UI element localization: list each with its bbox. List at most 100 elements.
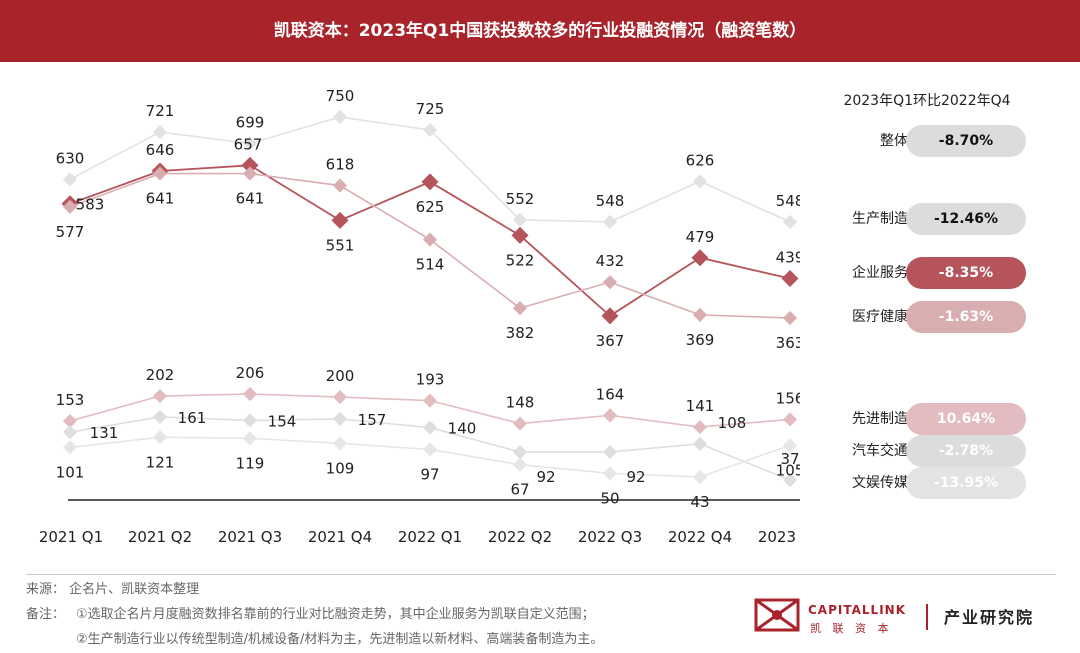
data-point: [421, 173, 439, 191]
data-point: [242, 386, 258, 402]
data-point: [62, 413, 78, 429]
data-label: 721: [146, 102, 175, 120]
data-label: 67: [510, 481, 529, 499]
comparison-row: 医疗健康 -1.63%: [810, 300, 1040, 334]
data-label: 121: [146, 453, 175, 471]
data-label: 625: [416, 198, 445, 216]
data-label: 618: [326, 156, 355, 174]
x-tick-label: 2022 Q4: [668, 528, 732, 546]
data-point: [782, 310, 798, 326]
data-label: 439: [776, 249, 800, 267]
data-label: 193: [416, 371, 445, 389]
footer-divider: [26, 574, 1056, 575]
comparison-row-label: 医疗健康: [852, 309, 908, 325]
x-tick-label: 2021 Q3: [218, 528, 282, 546]
data-point: [602, 275, 618, 290]
data-label: 37: [780, 450, 799, 468]
data-label: 630: [56, 149, 85, 167]
line-chart: 630 721 699 750 725 552 548 626 548 583 646 657 551 6…: [39, 87, 800, 546]
data-point: [152, 166, 168, 181]
data-label: 522: [506, 251, 535, 269]
data-point: [782, 412, 798, 427]
data-label: 548: [596, 192, 625, 210]
data-point: [602, 466, 618, 481]
change-badge: -1.63%: [906, 301, 1026, 333]
data-point: [692, 469, 708, 485]
comparison-row: 生产制造 -12.46%: [810, 202, 1040, 236]
data-label: 367: [596, 332, 625, 350]
data-label: 101: [56, 463, 85, 481]
data-point: [782, 214, 798, 229]
data-point: [692, 420, 708, 435]
data-label: 148: [506, 394, 535, 412]
x-tick-label: 2022 Q1: [398, 528, 462, 546]
data-label: 206: [236, 364, 265, 382]
data-point: [332, 178, 348, 193]
data-point: [692, 436, 708, 451]
data-label: 432: [596, 252, 625, 270]
data-label: 154: [268, 412, 297, 430]
data-label: 161: [178, 409, 207, 427]
data-point: [242, 431, 258, 446]
data-point: [512, 444, 528, 460]
data-label: 657: [234, 135, 263, 153]
data-label: 157: [358, 411, 387, 429]
comparison-row-label: 整体: [880, 133, 908, 149]
data-point: [602, 408, 618, 423]
data-label: 50: [600, 489, 619, 507]
data-point: [152, 409, 168, 424]
data-point: [512, 212, 528, 227]
data-label: 131: [90, 424, 119, 442]
comparison-row-label: 汽车交通: [852, 443, 908, 459]
data-label: 514: [416, 256, 445, 274]
data-label: 750: [326, 87, 355, 105]
chart-title: 凯联资本：2023年Q1中国获投数较多的行业投融资情况（融资笔数）: [273, 21, 807, 41]
note-line-2: ②生产制造行业以传统型制造/机械设备/材料为主，先进制造以新材料、高端装备制造为…: [76, 632, 604, 647]
data-label: 97: [420, 465, 439, 483]
data-label: 119: [236, 454, 265, 472]
data-point: [62, 425, 78, 440]
data-label: 202: [146, 366, 175, 384]
change-badge: -2.78%: [906, 435, 1026, 467]
comparison-row: 企业服务 -8.35%: [810, 256, 1040, 290]
data-point: [422, 232, 438, 247]
data-label: 641: [146, 190, 175, 208]
note-line-1: ①选取企名片月度融资数排名靠前的行业对比融资走势，其中企业服务为凯联自定义范围；: [76, 607, 595, 622]
data-label: 552: [506, 190, 535, 208]
comparison-panel-title: 2023年Q1环比2022年Q4: [843, 93, 1011, 109]
data-point: [332, 436, 348, 451]
capitallink-logo: [754, 598, 800, 632]
data-point: [692, 307, 708, 322]
x-tick-label: 2022 Q3: [578, 528, 642, 546]
data-label: 699: [236, 113, 265, 131]
data-point: [422, 122, 438, 138]
x-tick-label: 2022 Q2: [488, 528, 552, 546]
data-label: 108: [718, 414, 747, 432]
data-point: [422, 393, 438, 408]
data-label: 551: [326, 236, 355, 254]
data-point: [511, 226, 529, 244]
comparison-row: 文娱传媒 -13.95%: [810, 466, 1040, 500]
data-label: 164: [596, 385, 625, 403]
brand-name-en: CAPITALLINK: [808, 603, 906, 617]
comparison-row-label: 先进制造: [852, 411, 908, 427]
comparison-row: 汽车交通 -2.78%: [810, 434, 1040, 468]
change-badge: -8.70%: [906, 125, 1026, 157]
change-badge: -8.35%: [906, 257, 1026, 289]
data-point: [602, 214, 618, 229]
data-label: 92: [626, 468, 645, 486]
title-banner: [0, 0, 1080, 62]
brand-name-cn: 凯 联 资 本: [810, 622, 893, 635]
data-point: [601, 307, 619, 325]
data-label: 479: [686, 228, 715, 246]
data-point: [62, 440, 78, 455]
data-label: 105: [776, 461, 800, 479]
comparison-row: 先进制造 10.64%: [810, 402, 1040, 436]
data-label: 641: [236, 190, 265, 208]
data-point: [332, 109, 348, 125]
change-badge: -13.95%: [906, 467, 1026, 499]
data-point: [422, 420, 438, 435]
institute-name: 产业研究院: [944, 608, 1035, 627]
data-label: 646: [146, 141, 175, 159]
brand-divider: [926, 604, 928, 630]
